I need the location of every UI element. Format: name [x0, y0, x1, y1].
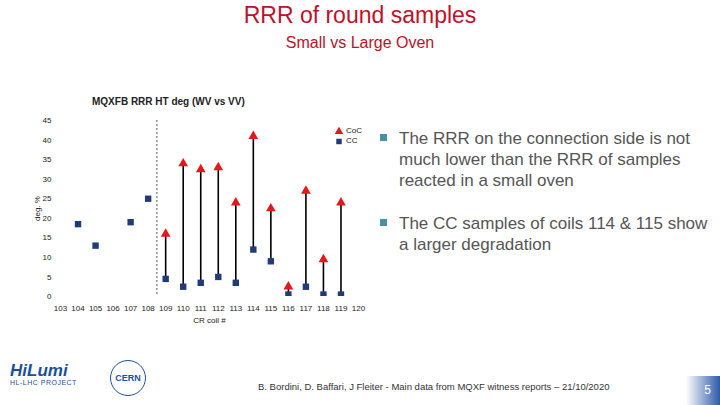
svg-text:5: 5: [47, 273, 52, 282]
html-text:The CC samples of coils 114 &: The CC samples of coils 114 & 115 show a…: [399, 214, 708, 254]
svg-text:108: 108: [141, 304, 155, 313]
svg-text:114: 114: [247, 304, 260, 313]
svg-text:110: 110: [177, 304, 190, 313]
html-text:CoC: CoC: [346, 126, 362, 135]
svg-text:109: 109: [159, 304, 173, 313]
svg-text:119: 119: [335, 304, 348, 313]
html-text:5: 5: [704, 383, 711, 397]
svg-text:0: 0: [47, 292, 52, 301]
svg-text:40: 40: [43, 136, 52, 145]
html-text:B. Bordini, D. Baffari, J Flei: B. Bordini, D. Baffari, J Fleiter - Main…: [258, 381, 610, 392]
svg-text:107: 107: [124, 304, 138, 313]
svg-text:CR coil #: CR coil #: [193, 316, 226, 325]
html-text:HiLumi: HiLumi: [10, 361, 68, 380]
html-text:CERN: CERN: [115, 373, 141, 383]
svg-text:115: 115: [264, 304, 277, 313]
svg-text:111: 111: [195, 304, 208, 313]
html-text:RRR of round samples: RRR of round samples: [243, 2, 477, 28]
svg-text:30: 30: [43, 175, 52, 184]
svg-text:118: 118: [317, 304, 330, 313]
html-text:Small vs Large Oven: Small vs Large Oven: [285, 34, 435, 51]
svg-text:106: 106: [106, 304, 120, 313]
svg-text:103: 103: [54, 304, 68, 313]
svg-text:113: 113: [229, 304, 242, 313]
html-text:CC: CC: [346, 136, 358, 145]
svg-text:105: 105: [89, 304, 103, 313]
html-text:HL-LHC PROJECT: HL-LHC PROJECT: [10, 379, 77, 386]
svg-text:deg. %: deg. %: [33, 196, 42, 221]
svg-text:112: 112: [212, 304, 225, 313]
svg-text:10: 10: [43, 253, 52, 262]
html-text:The RRR on the connection side: The RRR on the connection side is not mu…: [399, 129, 691, 190]
svg-text:104: 104: [71, 304, 85, 313]
svg-text:116: 116: [282, 304, 295, 313]
svg-text:25: 25: [43, 194, 52, 203]
svg-text:117: 117: [300, 304, 313, 313]
svg-text:15: 15: [43, 233, 52, 242]
html-text:MQXFB RRR HT deg (WV vs VV): MQXFB RRR HT deg (WV vs VV): [92, 96, 245, 107]
svg-text:45: 45: [43, 116, 52, 125]
svg-text:120: 120: [352, 304, 366, 313]
svg-text:20: 20: [43, 214, 52, 223]
svg-text:35: 35: [43, 155, 52, 164]
